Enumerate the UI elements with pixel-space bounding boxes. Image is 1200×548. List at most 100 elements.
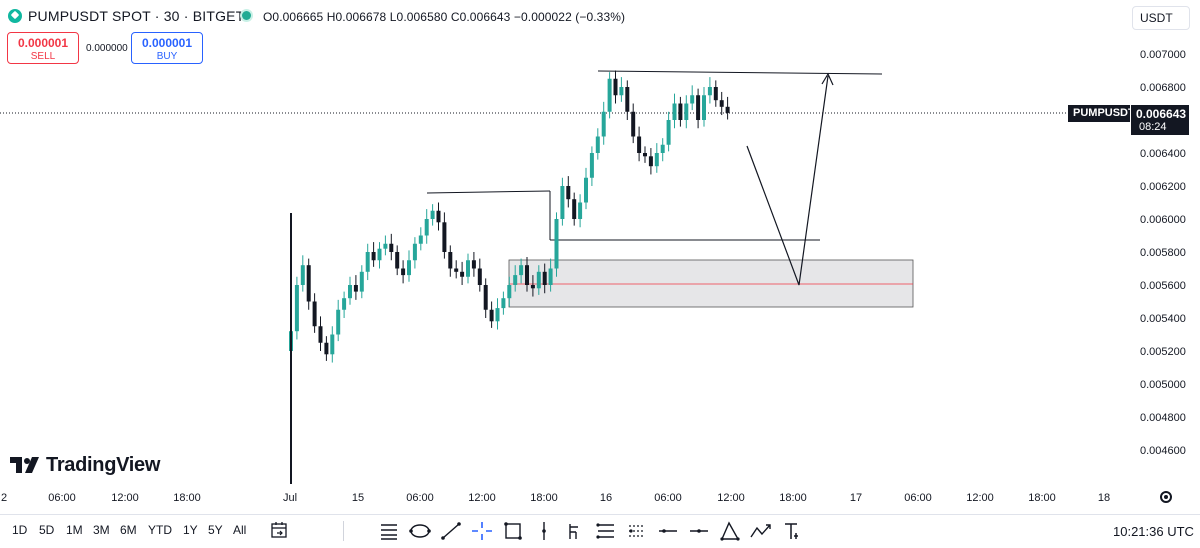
candle-body: [660, 144, 665, 153]
candle-body: [389, 243, 394, 252]
demand-zone[interactable]: [508, 259, 914, 308]
spread-value: 0.000000: [86, 43, 128, 54]
path-icon[interactable]: [748, 519, 774, 543]
crosshair-icon[interactable]: [469, 519, 495, 543]
vertical-line-icon[interactable]: [531, 519, 557, 543]
tradingview-wordmark: TradingView: [46, 454, 161, 476]
candle-body: [300, 265, 305, 285]
toolbar-divider: [343, 521, 344, 541]
candle-body: [430, 210, 435, 219]
time-axis-label: 18:00: [779, 492, 807, 504]
candle-body: [377, 248, 382, 261]
range-1m[interactable]: 1M: [66, 523, 83, 537]
time-axis-label: 12:00: [111, 492, 139, 504]
horizontal-ray-icon[interactable]: [686, 519, 712, 543]
candle-body: [454, 268, 459, 272]
candle-body: [643, 153, 647, 157]
currency-button[interactable]: USDT: [1132, 6, 1190, 30]
price-chart[interactable]: 0.007000 0.006800 0.006400 0.006200 0.006000…: [0, 0, 1200, 514]
candle-body: [501, 298, 506, 309]
price-axis-label: 0.004600: [1140, 445, 1186, 457]
time-axis-label: 06:00: [48, 492, 76, 504]
price-axis-label: 0.006800: [1140, 82, 1186, 94]
candle-body: [418, 235, 423, 244]
calendar-goto-icon[interactable]: [270, 521, 288, 539]
sell-price: 0.000001: [17, 36, 69, 50]
candle-body: [330, 334, 335, 355]
tradingview-mark-icon: [10, 457, 39, 473]
candle-body: [460, 271, 465, 277]
candle-body: [690, 95, 695, 104]
candle-body: [696, 95, 701, 120]
buy-price: 0.000001: [141, 36, 193, 50]
candle-body: [395, 252, 400, 269]
candle-body: [584, 177, 588, 203]
range-5d[interactable]: 5D: [39, 523, 55, 537]
candle-body: [371, 252, 376, 261]
resistance-line[interactable]: [597, 70, 883, 75]
gear-icon[interactable]: [1160, 491, 1172, 503]
candle-body: [613, 78, 618, 96]
time-axis-label: 12:00: [717, 492, 745, 504]
sell-button[interactable]: 0.000001 SELL: [7, 32, 79, 64]
fib-icon[interactable]: [624, 519, 650, 543]
time-axis-label: 12:00: [966, 492, 994, 504]
candle-body: [342, 298, 347, 310]
candle-body: [348, 285, 352, 299]
candle-body: [424, 219, 429, 236]
horizontal-line-icon[interactable]: [655, 519, 681, 543]
chart-header: PUMPUSDT SPOT · 30 · BITGET O0.006665 H0…: [0, 0, 1200, 30]
level-line-left[interactable]: [426, 190, 551, 194]
price-axis-label: 0.005400: [1140, 313, 1186, 325]
symbol-title[interactable]: PUMPUSDT SPOT · 30 · BITGET: [28, 8, 245, 24]
candle-body: [519, 265, 524, 276]
range-5y[interactable]: 5Y: [208, 523, 223, 537]
time-axis[interactable]: 2 06:00 12:00 18:00 Jul 15 06:00 12:00 18:00 16 06…: [1, 492, 1110, 504]
bottom-toolbar: 1D 5D 1M 3M 6M YTD 1Y 5Y All 10:21:36 UT…: [0, 514, 1200, 548]
utc-clock[interactable]: 10:21:36 UTC: [1113, 524, 1194, 539]
market-status-icon[interactable]: [242, 11, 251, 20]
candle-body: [601, 111, 606, 137]
price-axis-label: 0.007000: [1140, 49, 1186, 61]
parallel-channel-icon[interactable]: [593, 519, 619, 543]
range-all[interactable]: All: [233, 523, 247, 537]
candle-body: [607, 78, 612, 112]
range-1d[interactable]: 1D: [12, 523, 28, 537]
projection-path[interactable]: [746, 75, 829, 286]
time-axis-label: Jul: [283, 492, 297, 504]
line-icon[interactable]: [438, 519, 464, 543]
candle-body: [631, 111, 636, 137]
candle-body: [654, 153, 659, 167]
candle-body: [525, 265, 529, 285]
candle-body: [507, 285, 512, 299]
price-axis-label: 0.005200: [1140, 346, 1186, 358]
range-ytd[interactable]: YTD: [148, 523, 172, 537]
candle-body: [713, 87, 718, 101]
candle-body: [359, 271, 364, 292]
buy-button[interactable]: 0.000001 BUY: [131, 32, 203, 64]
range-3m[interactable]: 3M: [93, 523, 110, 537]
text-icon[interactable]: [779, 519, 805, 543]
trend-lines-icon[interactable]: [376, 519, 402, 543]
time-axis-label: 15: [352, 492, 364, 504]
candle-body: [383, 243, 388, 249]
time-axis-label: 06:00: [406, 492, 434, 504]
ellipse-icon[interactable]: [407, 519, 433, 543]
rectangle-icon[interactable]: [500, 519, 526, 543]
candle-body: [466, 260, 470, 277]
candle-body: [312, 301, 317, 327]
candle-body: [318, 326, 323, 343]
candle-body: [306, 265, 311, 302]
candle-body: [619, 87, 624, 96]
range-6m[interactable]: 6M: [120, 523, 137, 537]
candle-body: [578, 202, 583, 219]
time-axis-label: 18: [1098, 492, 1110, 504]
range-1y[interactable]: 1Y: [183, 523, 198, 537]
candle-body: [702, 95, 706, 120]
price-axis[interactable]: 0.007000 0.006800 0.006400 0.006200 0.006000…: [1140, 49, 1186, 457]
candle-body: [471, 260, 476, 269]
triangle-icon[interactable]: [717, 519, 743, 543]
long-position-icon[interactable]: [562, 519, 588, 543]
price-axis-label: 0.006400: [1140, 148, 1186, 160]
candle-body: [566, 186, 571, 200]
